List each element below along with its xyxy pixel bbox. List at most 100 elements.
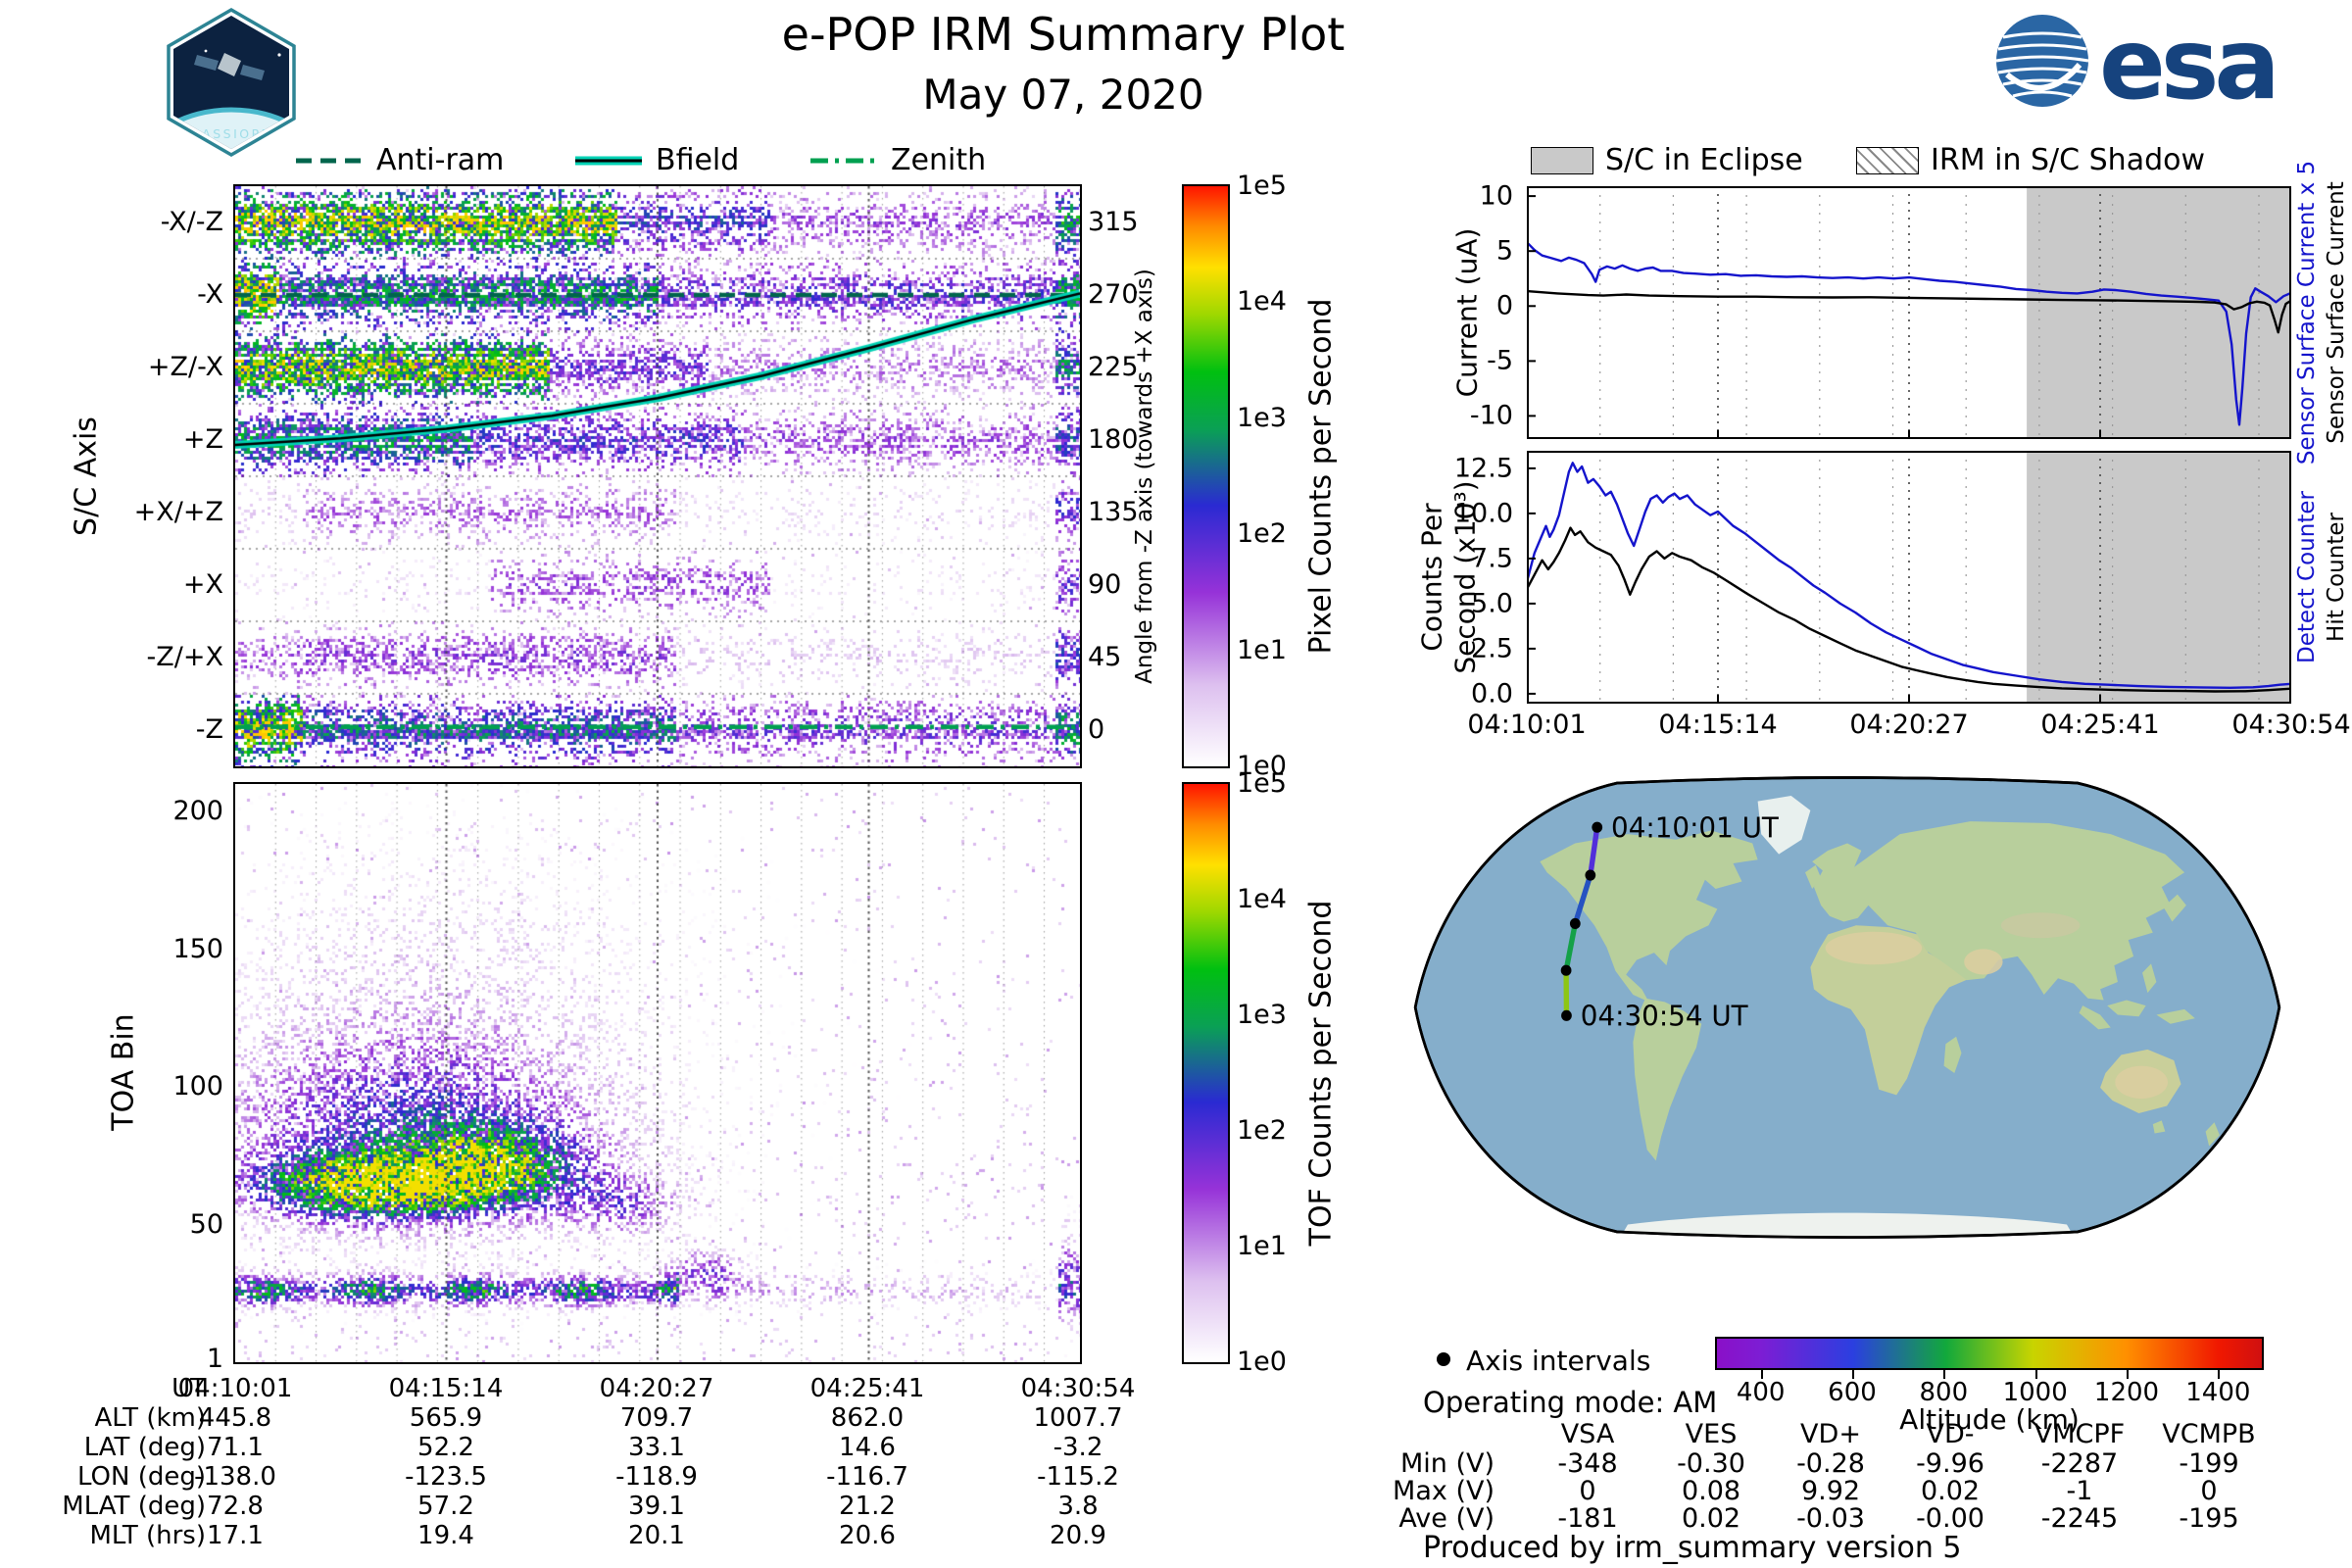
voltage-cell: -2287 xyxy=(2040,1448,2119,1479)
continent-antarctica xyxy=(1622,1212,2073,1238)
voltage-row-label: Min (V) xyxy=(1399,1448,1494,1479)
ephemeris-cell: -116.7 xyxy=(826,1462,908,1492)
pixel-colorbar xyxy=(1182,184,1230,768)
island-new-zealand xyxy=(2205,1122,2220,1147)
toa-spectrogram-frame xyxy=(233,782,1082,1364)
panel-xtick-label: 04:15:14 xyxy=(1658,710,1778,740)
voltage-column-header: VCMPB xyxy=(2162,1419,2256,1449)
ephemeris-row-label: UT xyxy=(172,1374,206,1403)
sensor-current-chart xyxy=(1527,186,2291,439)
zenith-legend-line xyxy=(810,158,877,164)
ground-track: 04:10:01 UT 04:30:54 UT xyxy=(1560,811,1780,1033)
island-britain xyxy=(1804,864,1822,889)
ephemeris-cell: 04:25:41 xyxy=(809,1374,925,1403)
page-date: May 07, 2020 xyxy=(922,71,1204,119)
antiram-legend-line xyxy=(296,158,363,164)
logo-solar-panel-left xyxy=(194,55,219,71)
axis-band-label: +Z/-X xyxy=(147,352,223,382)
highland-central-asia-shade xyxy=(2000,912,2081,939)
panel-ytick-label: 0 xyxy=(1495,290,1513,321)
voltage-cell: 0 xyxy=(1579,1476,1596,1506)
ephemeris-cell: 04:30:54 xyxy=(1020,1374,1136,1403)
altitude-tick-mark xyxy=(2127,1370,2129,1379)
voltage-cell: 9.92 xyxy=(1800,1476,1861,1506)
tof-colorbar-label: TOF Counts per Second xyxy=(1303,900,1339,1247)
continent-africa xyxy=(1810,925,1971,1096)
ephemeris-cell: 3.8 xyxy=(1057,1492,1099,1521)
continent-asia xyxy=(1854,821,2185,1001)
panel-ytick-label: 2.5 xyxy=(1471,633,1513,664)
ephemeris-cell: -123.5 xyxy=(405,1462,487,1492)
ephemeris-cell: 20.9 xyxy=(1050,1521,1106,1550)
ephemeris-cell: 19.4 xyxy=(417,1521,474,1550)
voltage-column-header: VD+ xyxy=(1800,1419,1861,1449)
panel-ytick-label: 10.0 xyxy=(1453,498,1513,529)
panel-right-label: Sensor Surface Current x 5 xyxy=(2294,160,2320,466)
voltage-cell: 0.02 xyxy=(1920,1476,1981,1506)
toa-tick-label: 100 xyxy=(172,1071,223,1102)
axis-interval-dot xyxy=(1561,1009,1572,1021)
desert-arabia-shade xyxy=(1964,949,2003,975)
altitude-tick-mark xyxy=(1760,1370,1763,1379)
shadow-legend-swatch xyxy=(1856,147,1919,174)
panel-right-label: Detect Counter xyxy=(2294,491,2320,663)
altitude-tick-label: 1400 xyxy=(2185,1378,2251,1407)
toa-tick-label: 200 xyxy=(172,796,223,827)
panel-right-label: Sensor Surface Current xyxy=(2324,181,2349,444)
panel-ytick-label: -10 xyxy=(1469,400,1513,431)
shadow-legend-label: IRM in S/C Shadow xyxy=(1931,143,2206,177)
track-segment xyxy=(1588,824,1600,878)
ephemeris-row-label: LON (deg) xyxy=(76,1462,206,1492)
pixel-colorbar-tick: 1e5 xyxy=(1237,171,1287,201)
altitude-colorbar-label: Altitude (km) xyxy=(1899,1403,2080,1436)
pixel-colorbar-label: Pixel Counts per Second xyxy=(1303,298,1339,655)
voltage-cell: -199 xyxy=(2179,1448,2239,1479)
voltage-column-header: VD- xyxy=(1926,1419,1975,1449)
tof-colorbar-tick: 1e3 xyxy=(1237,1000,1287,1030)
island-philippines xyxy=(2142,963,2157,994)
pixel-colorbar-tick: 1e4 xyxy=(1237,286,1287,318)
voltage-cell: -348 xyxy=(1557,1448,1618,1479)
angle-tick-label: 180 xyxy=(1088,424,1139,455)
ephemeris-cell: 04:15:14 xyxy=(388,1374,504,1403)
panel-ytick-label: 5.0 xyxy=(1471,588,1513,619)
toa-tick-label: 50 xyxy=(189,1208,223,1240)
ephemeris-cell: 565.9 xyxy=(409,1403,483,1433)
logo-solar-panel-right xyxy=(240,65,265,80)
ephemeris-cell: 72.8 xyxy=(207,1492,264,1521)
voltage-column-header: VSA xyxy=(1560,1419,1615,1449)
continent-greenland xyxy=(1757,796,1811,855)
bfield-legend-line xyxy=(575,156,642,166)
panel-xtick-label: 04:10:01 xyxy=(1467,710,1587,740)
ephemeris-cell: 20.6 xyxy=(839,1521,896,1550)
ephemeris-row-label: MLAT (deg) xyxy=(62,1492,206,1521)
axis-band-label: -Z/+X xyxy=(146,642,223,672)
panel-xtick-label: 04:25:41 xyxy=(2040,710,2160,740)
axis-spectrogram-canvas xyxy=(235,186,1080,766)
axis-interval-dot xyxy=(1585,869,1596,881)
ephemeris-cell: 21.2 xyxy=(839,1492,896,1521)
ephemeris-cell: 04:20:27 xyxy=(599,1374,714,1403)
voltage-column-header: VES xyxy=(1685,1419,1738,1449)
ephemeris-row-label: MLT (hrs) xyxy=(89,1521,207,1550)
voltage-cell: -0.28 xyxy=(1796,1448,1865,1479)
ephemeris-cell: 39.1 xyxy=(628,1492,685,1521)
tof-colorbar-tick: 1e2 xyxy=(1237,1115,1287,1146)
axis-spectrogram-frame xyxy=(233,184,1082,768)
pixel-colorbar-tick: 1e2 xyxy=(1237,518,1287,550)
panel-ytick-label: 10 xyxy=(1479,180,1513,212)
tof-colorbar xyxy=(1182,782,1230,1364)
angle-tick-label: 90 xyxy=(1088,569,1122,600)
eclipse-legend-label: S/C in Eclipse xyxy=(1605,143,1803,177)
esa-logo-text: esa xyxy=(2099,10,2276,114)
voltage-cell: 0 xyxy=(2200,1476,2218,1506)
panel-ytick-label: -5 xyxy=(1487,345,1513,376)
voltage-cell: -195 xyxy=(2179,1503,2239,1534)
ground-track-map: 04:10:01 UT 04:30:54 UT xyxy=(1413,776,2281,1239)
angle-tick-label: 45 xyxy=(1088,642,1122,672)
pixel-colorbar-tick: 1e3 xyxy=(1237,402,1287,433)
continent-south-america xyxy=(1633,998,1702,1161)
altitude-tick-label: 800 xyxy=(1919,1378,1969,1407)
ephemeris-cell: 57.2 xyxy=(417,1492,474,1521)
